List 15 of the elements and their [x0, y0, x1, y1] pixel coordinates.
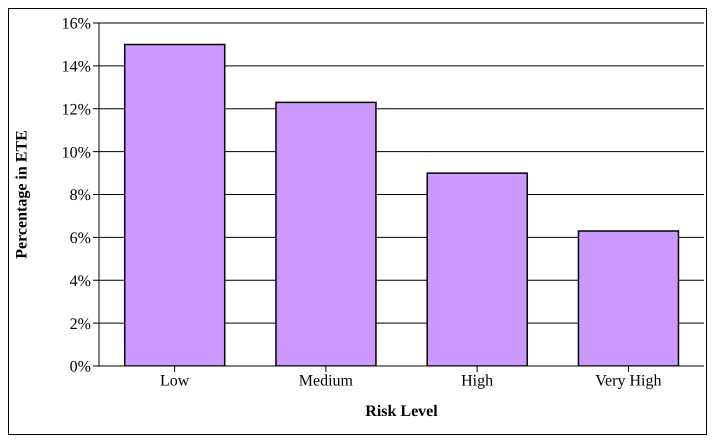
y-tick-label: 4% — [70, 272, 91, 290]
x-tick-label: High — [461, 372, 494, 390]
y-tick-label: 16% — [62, 16, 91, 33]
y-tick-label: 8% — [70, 187, 91, 204]
y-tick-label: 12% — [62, 101, 91, 118]
y-tick-label: 0% — [70, 358, 91, 376]
y-tick-label: 6% — [70, 230, 91, 248]
x-axis-title: Risk Level — [365, 403, 438, 420]
x-tick-label: Low — [160, 372, 190, 390]
x-tick-label: Very High — [595, 372, 662, 390]
y-tick-label: 2% — [70, 316, 91, 333]
y-tick-label: 14% — [62, 58, 91, 76]
y-tick-label: 10% — [62, 144, 91, 162]
y-axis-title: Percentage in ETE — [14, 130, 31, 259]
x-tick-label: Medium — [298, 372, 354, 390]
